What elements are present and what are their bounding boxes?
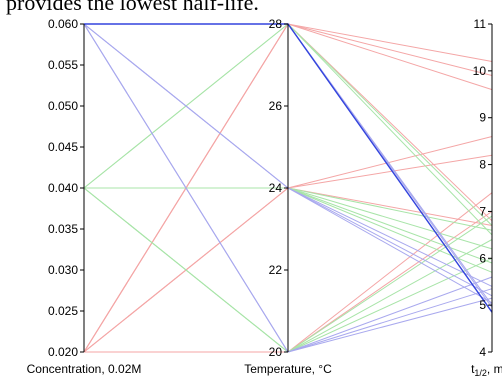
tick-label-1-1: 22 xyxy=(269,263,283,277)
tick-label-2-7: 11 xyxy=(474,17,487,31)
tick-label-0-2: 0.030 xyxy=(48,263,78,277)
tick-label-2-0: 4 xyxy=(479,345,486,359)
tick-label-0-3: 0.035 xyxy=(48,222,78,236)
axis-0: 0.020 0.025 0.030 0.035 0.040 0.045 0.050 0.055… xyxy=(27,17,142,376)
tick-label-2-6: 10 xyxy=(473,64,487,78)
axis-title-2: t1/2, min xyxy=(471,362,502,378)
axis-title-0: Concentration, 0.02M xyxy=(27,362,142,376)
tick-label-1-4: 28 xyxy=(269,17,283,31)
tick-label-0-6: 0.050 xyxy=(48,99,78,113)
tick-label-0-8: 0.060 xyxy=(48,17,78,31)
tick-label-0-5: 0.045 xyxy=(48,140,78,154)
tick-label-2-1: 5 xyxy=(479,298,486,312)
axis-1: 20 22 24 26 28 Temperature, °C xyxy=(244,17,332,376)
tick-label-2-2: 6 xyxy=(479,251,486,265)
tick-label-1-3: 26 xyxy=(269,99,283,113)
axes-layer: 0.020 0.025 0.030 0.035 0.040 0.045 0.050 0.055… xyxy=(27,17,502,378)
tick-label-0-1: 0.025 xyxy=(48,304,78,318)
tick-label-1-2: 24 xyxy=(269,181,283,195)
tick-label-2-5: 9 xyxy=(479,111,486,125)
tick-label-0-4: 0.040 xyxy=(48,181,78,195)
tick-label-1-0: 20 xyxy=(269,345,283,359)
tick-label-2-4: 8 xyxy=(479,158,486,172)
tick-label-0-0: 0.020 xyxy=(48,345,78,359)
caption-text: provides the lowest half-life. xyxy=(6,0,259,15)
tick-label-2-3: 7 xyxy=(479,204,486,218)
axis-title-1: Temperature, °C xyxy=(244,362,332,376)
tick-label-0-7: 0.055 xyxy=(48,58,78,72)
axis-2: 4 5 6 7 8 9 10 11 t1/2, min xyxy=(471,17,502,378)
